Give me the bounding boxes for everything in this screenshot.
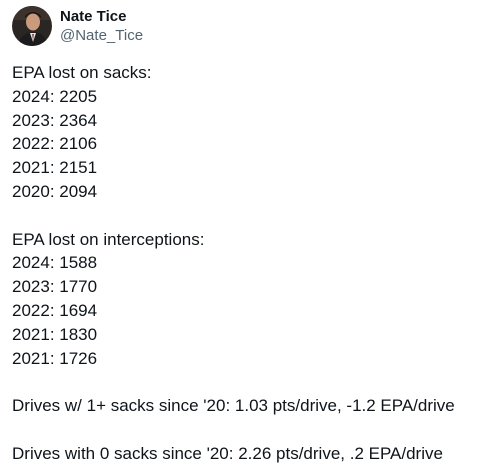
- profile-photo-icon: [12, 6, 52, 46]
- interceptions-stat-line: 2024: 1588: [12, 253, 98, 273]
- paragraph-gap: [12, 418, 497, 442]
- tweet-text: EPA lost on sacks: 2024: 2205 2023: 2364…: [12, 61, 497, 466]
- sacks-stat-line: 2022: 2106: [12, 134, 98, 154]
- sacks-stat-line: 2023: 2364: [12, 110, 98, 130]
- interceptions-heading: EPA lost on interceptions:: [12, 229, 205, 249]
- drives-without-sacks-stat: Drives with 0 sacks since '20: 2.26 pts/…: [12, 443, 443, 463]
- sacks-stat-line: 2024: 2205: [12, 86, 98, 106]
- interceptions-stat-line: 2021: 1830: [12, 324, 98, 344]
- tweet-header: Nate Tice @Nate_Tice: [12, 6, 143, 46]
- interceptions-stat-line: 2023: 1770: [12, 277, 98, 297]
- sacks-stat-line: 2021: 2151: [12, 158, 98, 178]
- avatar[interactable]: [12, 6, 52, 46]
- paragraph-gap: [12, 370, 497, 394]
- sacks-heading: EPA lost on sacks:: [12, 63, 152, 82]
- sacks-stat-line: 2020: 2094: [12, 181, 98, 201]
- author-display-name[interactable]: Nate Tice: [60, 8, 127, 25]
- author-names: Nate Tice @Nate_Tice: [60, 7, 143, 45]
- author-handle[interactable]: @Nate_Tice: [60, 27, 144, 44]
- interceptions-stat-line: 2022: 1694: [12, 300, 98, 320]
- drives-with-sacks-stat: Drives w/ 1+ sacks since '20: 1.03 pts/d…: [12, 396, 455, 416]
- paragraph-gap: [12, 204, 497, 228]
- interceptions-stat-line: 2021: 1726: [12, 348, 98, 368]
